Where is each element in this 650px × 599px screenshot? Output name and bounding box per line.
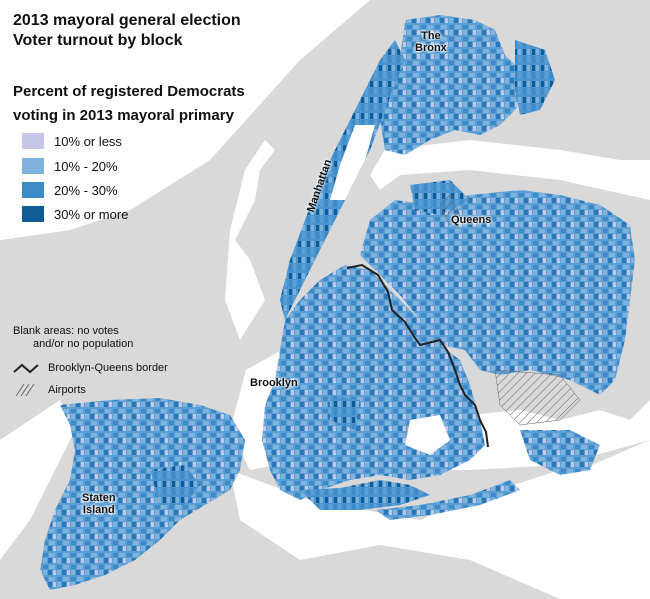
legend-label: 10% - 20%	[54, 158, 118, 174]
legend-swatch-mid-high	[22, 182, 44, 198]
hatch-icon	[15, 384, 35, 396]
map-title: 2013 mayoral general election	[13, 12, 241, 29]
manhattan-region	[280, 40, 405, 320]
legend-swatch-low	[22, 133, 44, 149]
staten-island-label-line2: Island	[82, 504, 115, 516]
brooklyn-label: Brooklyn	[250, 377, 298, 389]
queens-label: Queens	[451, 214, 492, 226]
legend-label: 30% or more	[54, 206, 129, 222]
bronx-label: The Bronx	[415, 30, 447, 54]
staten-island-region	[40, 398, 245, 590]
staten-island-label-line1: Staten	[82, 492, 116, 504]
legend-item: 30% or more	[22, 205, 128, 223]
legend-label: 10% or less	[54, 133, 122, 149]
airports-key-label: Airports	[48, 384, 86, 396]
map-subtitle: Voter turnout by block	[13, 32, 183, 49]
legend-label: 20% - 30%	[54, 182, 118, 198]
legend-item: 10% - 20%	[22, 157, 118, 175]
legend-heading-1: Percent of registered Democrats	[13, 83, 245, 100]
bronx-label-line1: The	[421, 30, 441, 42]
border-key: Brooklyn-Queens border	[12, 362, 168, 374]
blank-areas-note: Blank areas: no votes	[13, 325, 119, 337]
legend-item: 20% - 30%	[22, 181, 118, 199]
queens-region	[360, 180, 635, 475]
airports-key: Airports	[12, 384, 86, 396]
border-line-icon	[13, 363, 39, 374]
border-key-label: Brooklyn-Queens border	[48, 362, 168, 374]
legend-swatch-high	[22, 206, 44, 222]
blank-areas-note-2: and/or no population	[33, 338, 134, 350]
brooklyn-queens-border	[346, 263, 489, 448]
bronx-label-line2: Bronx	[415, 42, 447, 54]
legend-swatch-mid-low	[22, 158, 44, 174]
legend-heading-2: voting in 2013 mayoral primary	[13, 107, 234, 124]
brooklyn-region	[262, 265, 520, 520]
staten-island-label: Staten Island	[82, 492, 116, 516]
bronx-region	[380, 15, 555, 155]
legend-item: 10% or less	[22, 132, 122, 150]
